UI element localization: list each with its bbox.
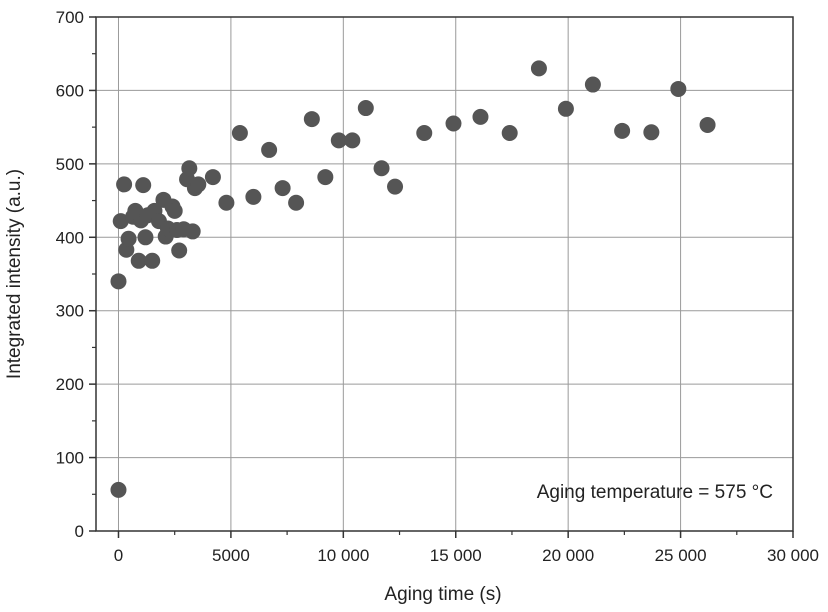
x-axis-title: Aging time (s) <box>384 584 501 605</box>
x-tick-label: 30 000 <box>767 546 819 565</box>
y-tick-label: 400 <box>56 228 84 247</box>
data-point <box>288 194 305 211</box>
data-point <box>130 252 147 269</box>
data-point <box>699 116 716 133</box>
y-tick-label: 100 <box>56 449 84 468</box>
data-point <box>643 124 660 141</box>
y-tick-labels: 0 100 200 300 400 500 600 700 <box>56 8 84 541</box>
plot-border <box>95 16 794 532</box>
y-axis-title: Integrated intensity (a.u.) <box>4 169 25 379</box>
data-point <box>274 180 291 197</box>
x-tick-label: 10 000 <box>317 546 369 565</box>
data-point <box>190 176 207 193</box>
grid-lines <box>96 17 793 531</box>
data-point <box>357 100 374 117</box>
data-point <box>303 111 320 128</box>
data-point <box>181 160 198 177</box>
data-point <box>204 169 221 186</box>
data-point <box>245 188 262 205</box>
y-tick-label: 200 <box>56 375 84 394</box>
x-tick-label: 25 000 <box>655 546 707 565</box>
data-point <box>184 223 201 240</box>
x-tick-label: 0 <box>114 546 123 565</box>
data-point <box>445 115 462 132</box>
data-point <box>584 76 601 93</box>
temperature-annotation: Aging temperature = 575 °C <box>537 482 773 503</box>
data-point <box>144 252 161 269</box>
data-point <box>120 230 137 247</box>
data-point <box>110 273 127 290</box>
data-point <box>614 122 631 139</box>
x-tick-labels: 0 5000 10 000 15 000 20 000 25 000 30 000 <box>114 546 819 565</box>
data-point <box>137 229 154 246</box>
x-tick-label: 20 000 <box>542 546 594 565</box>
x-tick-label: 15 000 <box>430 546 482 565</box>
y-tick-label: 500 <box>56 155 84 174</box>
y-tick-label: 600 <box>56 81 84 100</box>
plot-frame <box>95 16 794 532</box>
data-point <box>472 108 489 125</box>
data-point <box>670 80 687 97</box>
data-point <box>171 242 188 259</box>
data-point <box>166 202 183 219</box>
y-tick-label: 700 <box>56 8 84 27</box>
data-point <box>231 125 248 142</box>
data-point <box>112 213 129 230</box>
data-point <box>218 194 235 211</box>
data-point <box>416 125 433 142</box>
x-tick-label: 5000 <box>212 546 250 565</box>
data-point <box>135 177 152 194</box>
axis-ticks <box>89 16 794 538</box>
data-point <box>110 481 127 498</box>
data-point <box>116 176 133 193</box>
data-point <box>530 60 547 77</box>
data-point <box>344 132 361 149</box>
data-point <box>501 125 518 142</box>
data-point <box>330 132 347 149</box>
data-points <box>110 60 716 498</box>
data-point <box>373 160 390 177</box>
data-point <box>261 141 278 158</box>
y-tick-label: 0 <box>75 522 84 541</box>
y-tick-label: 300 <box>56 302 84 321</box>
data-point <box>317 169 334 186</box>
data-point <box>387 178 404 195</box>
data-point <box>557 100 574 117</box>
